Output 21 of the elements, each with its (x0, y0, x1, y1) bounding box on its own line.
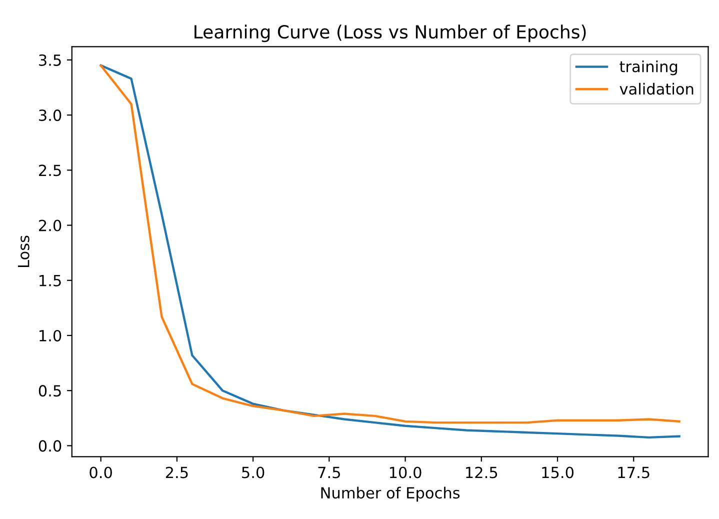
x-tick-label: 7.5 (318, 466, 340, 478)
y-tick-label: 2.5 (39, 164, 61, 176)
x-tick-label: 0.0 (90, 466, 112, 478)
y-tick-label: 2.0 (39, 220, 62, 232)
y-tick-label: 0.5 (38, 385, 61, 397)
y-tick-label: 0.0 (38, 440, 62, 452)
x-tick-label: 12.5 (466, 466, 498, 478)
legend-label: training (620, 60, 678, 76)
y-tick-label: 3.5 (39, 54, 61, 66)
x-tick-label: 17.5 (618, 466, 650, 478)
x-tick-label: 2.5 (166, 466, 188, 478)
chart-title: Learning Curve (Loss vs Number of Epochs) (194, 24, 586, 42)
y-tick-label: 1.0 (40, 330, 62, 342)
y-tick-label: 1.5 (40, 275, 61, 286)
x-tick-label: 5.0 (242, 466, 264, 478)
x-tick-label: 10.0 (390, 466, 422, 478)
x-axis-title: Number of Epochs (321, 486, 460, 502)
y-axis-title: Loss (18, 236, 30, 267)
y-tick-label: 3.0 (39, 110, 62, 122)
legend-label: validation (620, 82, 694, 95)
x-tick-label: 15.0 (542, 466, 574, 478)
